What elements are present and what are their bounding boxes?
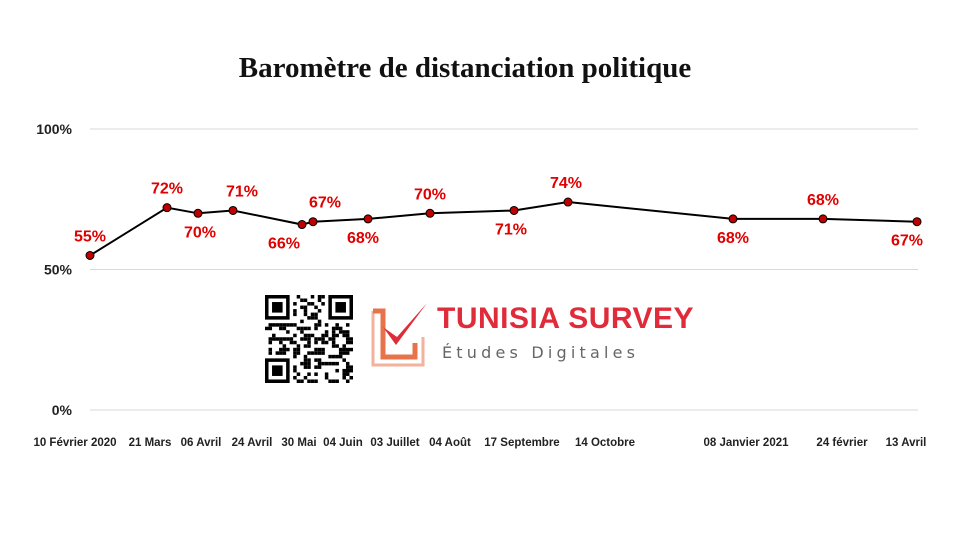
data-label: 74% [550,175,582,192]
data-label: 67% [309,195,341,212]
x-tick-label: 21 Mars [129,437,172,449]
data-label: 67% [891,233,923,250]
data-point [425,208,435,218]
x-tick-label: 08 Janvier 2021 [703,437,789,449]
data-label: 55% [74,228,106,245]
data-point [308,217,318,227]
data-point [193,208,203,218]
y-tick-label: 100% [36,121,72,137]
x-tick-label: 14 Octobre [575,437,635,449]
data-label: 72% [151,181,183,198]
chart-title: Baromètre de distanciation politique [238,52,692,84]
tunisia-survey-logo: TUNISIA SURVEY Études Digitales [265,293,725,385]
y-tick-label: 50% [44,262,73,278]
y-tick-label: 0% [52,402,73,418]
x-tick-label: 24 février [816,437,868,449]
x-tick-label: 24 Avril [232,437,273,449]
data-point [297,220,307,230]
data-point [912,217,922,227]
data-point [563,197,573,207]
data-label: 70% [414,186,446,203]
qr-code-icon [265,295,353,383]
data-point [363,214,373,224]
x-tick-label: 03 Juillet [370,437,419,449]
data-label: 70% [184,224,216,241]
x-tick-label: 04 Juin [323,437,363,449]
data-point [162,203,172,213]
data-point [228,205,238,215]
brand-name: TUNISIA SURVEY [437,302,695,335]
data-point [818,214,828,224]
x-tick-label: 17 Septembre [484,437,559,449]
x-tick-label: 04 Août [429,437,471,449]
x-tick-label: 13 Avril [886,437,927,449]
x-tick-label: 10 Février 2020 [33,437,116,449]
data-label: 68% [807,192,839,209]
data-point [85,250,95,260]
checkmark-logo-icon [371,303,427,367]
data-label: 68% [347,230,379,247]
data-label: 66% [268,236,300,253]
data-point [509,205,519,215]
data-label: 71% [226,183,258,200]
data-point [728,214,738,224]
brand-subtitle: Études Digitales [442,343,640,362]
x-tick-label: 06 Avril [181,437,222,449]
data-label: 71% [495,221,527,238]
data-label: 68% [717,230,749,247]
x-tick-label: 30 Mai [281,437,316,449]
